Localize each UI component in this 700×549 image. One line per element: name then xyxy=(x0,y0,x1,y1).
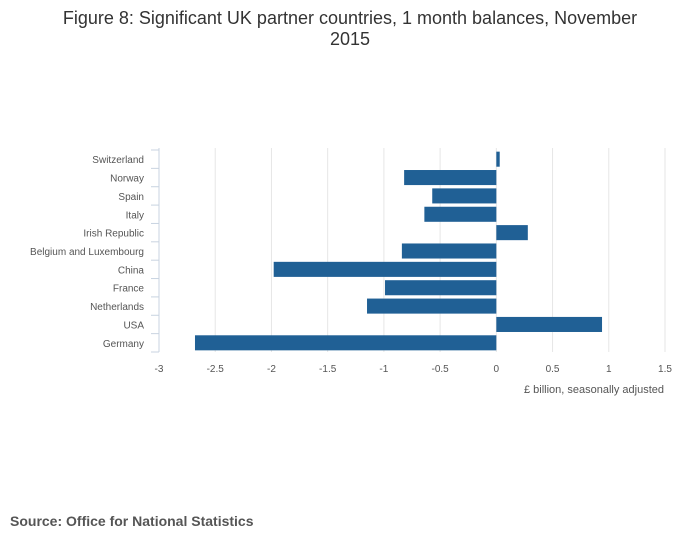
y-tick-labels: Switzerland Norway Spain Italy Irish Republi… xyxy=(30,155,144,350)
y-axis xyxy=(151,148,160,353)
y-tick-label: Spain xyxy=(118,192,144,203)
y-tick-label: Switzerland xyxy=(92,155,144,166)
bars xyxy=(194,151,603,351)
source-note: Source: Office for National Statistics xyxy=(10,513,254,529)
bar-france[interactable] xyxy=(385,280,497,296)
bar-norway[interactable] xyxy=(404,170,497,186)
y-tick-label: Netherlands xyxy=(90,302,144,313)
y-tick-label: France xyxy=(113,284,145,295)
chart-title-line-2: 2015 xyxy=(329,29,371,49)
x-tick-label: -1 xyxy=(379,364,388,375)
x-tick-label: 1.5 xyxy=(658,364,672,375)
bar-belgium-and-luxembourg[interactable] xyxy=(401,243,497,259)
y-tick-label: Irish Republic xyxy=(83,229,144,240)
x-axis-title: £ billion, seasonally adjusted xyxy=(524,384,664,396)
y-tick-label: China xyxy=(118,265,145,276)
y-tick-label: USA xyxy=(123,320,144,331)
x-tick-label: -1.5 xyxy=(319,364,337,375)
bar-switzerland[interactable] xyxy=(496,151,500,167)
x-tick-labels: -3 -2.5 -2 -1.5 -1 -0.5 0 0.5 1 1.5 xyxy=(155,364,673,375)
chart-title: Figure 8: Significant UK partner countri… xyxy=(0,8,700,50)
bar-italy[interactable] xyxy=(424,206,497,222)
chart-title-line-1: Figure 8: Significant UK partner countri… xyxy=(62,8,638,28)
y-tick-label: Belgium and Luxembourg xyxy=(30,247,144,258)
x-tick-label: -0.5 xyxy=(431,364,449,375)
y-tick-label: Norway xyxy=(110,174,144,185)
x-tick-label: 0.5 xyxy=(546,364,560,375)
x-tick-label: 1 xyxy=(606,364,612,375)
bar-china[interactable] xyxy=(273,261,497,277)
bar-spain[interactable] xyxy=(432,188,497,204)
y-tick-label: Germany xyxy=(103,339,144,350)
y-tick-label: Italy xyxy=(126,210,144,221)
bar-netherlands[interactable] xyxy=(367,298,497,314)
bar-irish-republic[interactable] xyxy=(496,225,528,241)
x-tick-label: 0 xyxy=(494,364,500,375)
bar-usa[interactable] xyxy=(496,316,603,332)
x-tick-label: -2 xyxy=(267,364,276,375)
x-tick-label: -2.5 xyxy=(207,364,225,375)
bar-germany[interactable] xyxy=(194,335,497,351)
x-tick-label: -3 xyxy=(155,364,164,375)
